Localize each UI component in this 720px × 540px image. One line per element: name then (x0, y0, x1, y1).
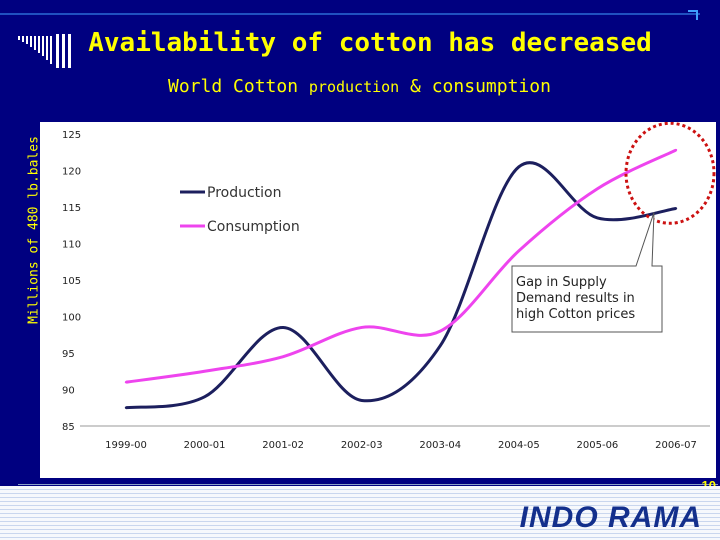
brand-logo: INDO RAMA (519, 501, 702, 534)
production-line (125, 161, 677, 410)
data-point (124, 381, 128, 384)
y-tick-label: 90 (62, 386, 75, 397)
legend-production-label: Production (207, 185, 281, 201)
y-tick-label: 125 (62, 130, 81, 141)
data-point (203, 395, 206, 398)
slide-subtitle: World Cotton production & consumption (168, 76, 551, 97)
data-point (596, 216, 599, 220)
subtitle-small: production (308, 78, 400, 96)
consumption-line (125, 148, 677, 384)
callout-text-line: high Cotton prices (516, 307, 635, 322)
line-chart: 85 90 95 100 105 110 115 120 125 1999-00 2000-01 20… (62, 122, 716, 451)
data-point (439, 329, 442, 333)
callout-text-line: Demand results in (516, 291, 635, 306)
x-tick-label: 2005-06 (577, 440, 619, 451)
subtitle-main: World Cotton (168, 76, 299, 97)
x-tick-label: 2004-05 (498, 440, 540, 451)
y-tick-label: 120 (62, 167, 81, 178)
data-point (281, 355, 285, 358)
highlight-circle (624, 122, 716, 225)
data-point (124, 406, 128, 409)
y-tick-label: 115 (62, 203, 81, 214)
legend-consumption-label: Consumption (207, 219, 300, 235)
y-tick-label: 110 (62, 240, 81, 251)
chart-area: 85 90 95 100 105 110 115 120 125 1999-00 2000-01 20… (40, 122, 716, 478)
callout-text-line: Gap in Supply (516, 275, 607, 290)
x-tick-label: 1999-00 (105, 440, 147, 451)
y-tick-label: 100 (62, 313, 81, 324)
y-tick-label: 105 (62, 276, 81, 287)
y-tick-label: 95 (62, 349, 75, 360)
top-accent-rule (0, 13, 700, 15)
data-point (674, 148, 678, 152)
data-point (360, 326, 363, 329)
data-point (203, 370, 206, 373)
data-point (674, 207, 678, 210)
data-point (281, 326, 285, 329)
data-point (517, 165, 521, 169)
corner-mark (688, 10, 698, 20)
data-point (596, 187, 599, 190)
x-tick-label: 2006-07 (655, 440, 697, 451)
subtitle-end: & consumption (410, 76, 551, 97)
x-tick-label: 2003-04 (419, 440, 461, 451)
x-tick-label: 2002-03 (341, 440, 383, 451)
y-tick-label: 85 (62, 422, 75, 433)
x-tick-label: 2001-02 (262, 440, 304, 451)
footer-rule (18, 484, 718, 485)
footer-band (0, 486, 720, 540)
slide-title: Availability of cotton has decreased (88, 28, 652, 58)
x-tick-label: 2000-01 (184, 440, 226, 451)
data-point (439, 344, 442, 347)
data-point (360, 399, 363, 402)
callout-box (511, 212, 663, 333)
barcode-logo-icon (18, 34, 71, 68)
data-point (517, 249, 521, 252)
